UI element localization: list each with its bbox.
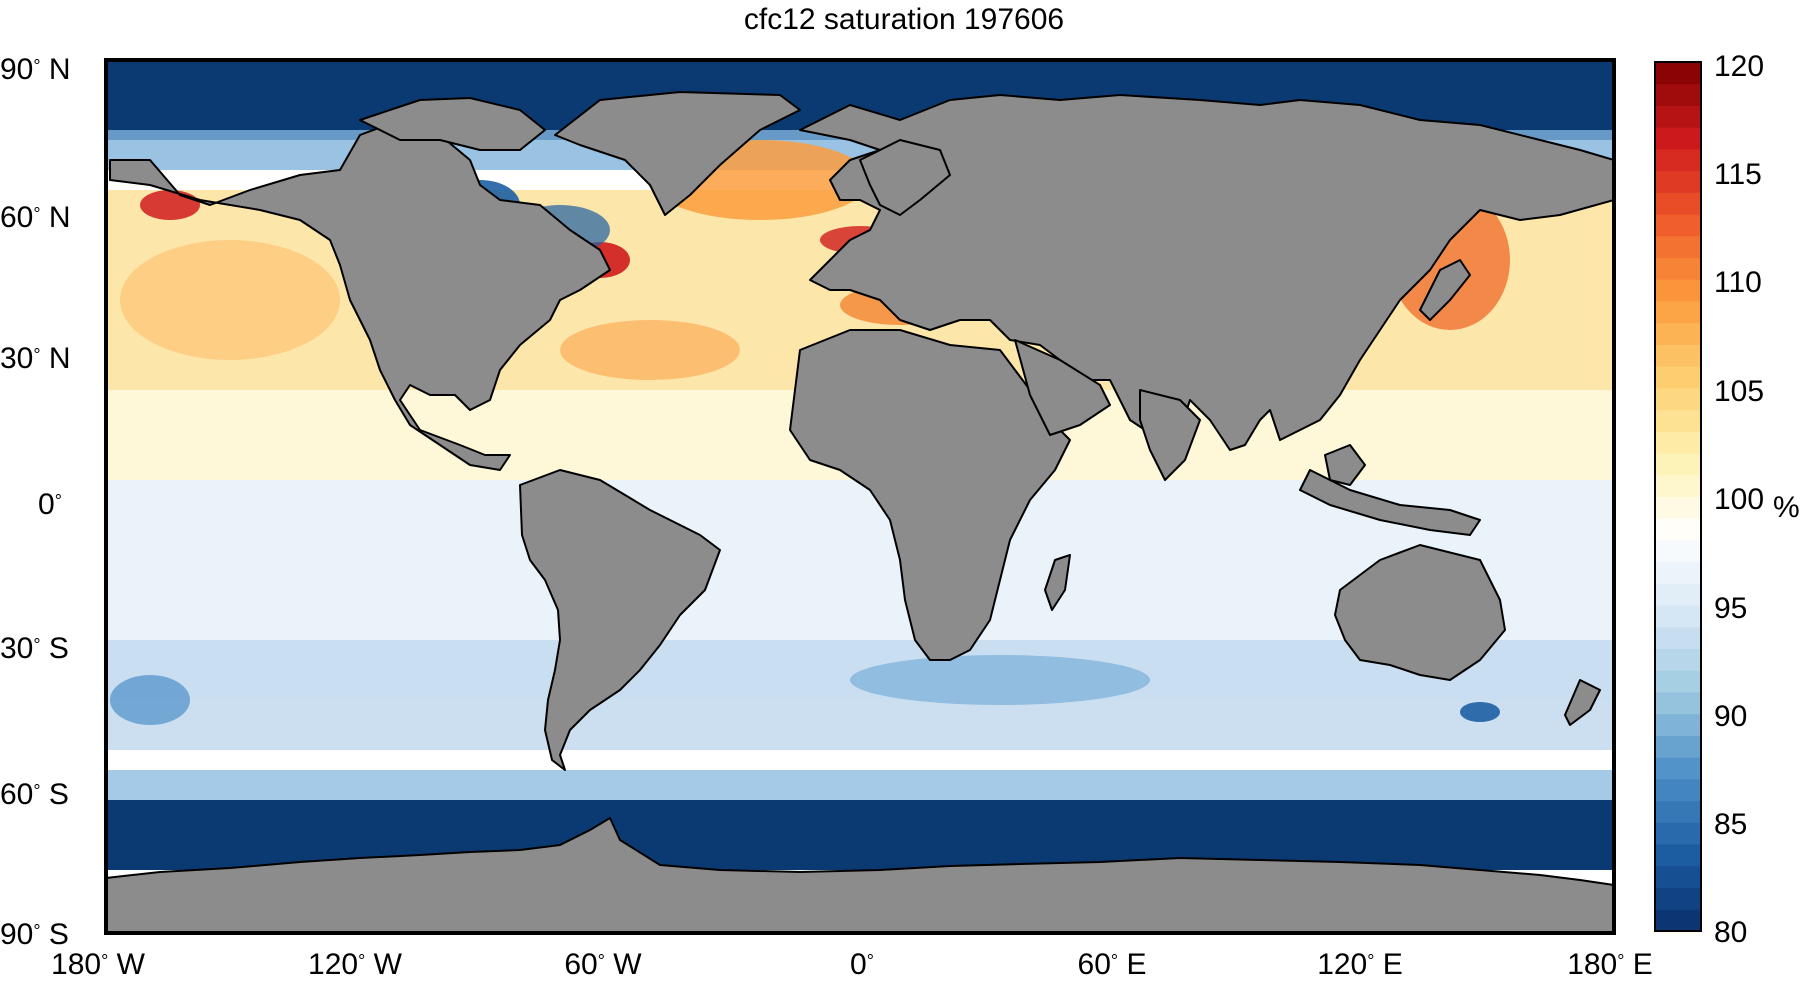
colorbar-segment	[1655, 344, 1701, 367]
colorbar-segment	[1655, 148, 1701, 172]
greenland-land	[554, 91, 801, 216]
colorbar-segment	[1655, 865, 1701, 889]
colorbar-segment	[1655, 670, 1701, 693]
new-zealand-land	[1564, 679, 1601, 726]
colorbar-segment	[1655, 800, 1701, 823]
lon-label-120w: 120° W	[308, 948, 402, 981]
lon-label-60w: 60° W	[564, 948, 642, 981]
colorbar-segment	[1655, 192, 1701, 215]
colorbar-segment	[1655, 300, 1701, 324]
lon-label-180e: 180° E	[1567, 948, 1653, 981]
colorbar-segment	[1655, 127, 1701, 150]
japan-land	[1419, 259, 1471, 321]
colorbar-segment	[1655, 561, 1701, 584]
indonesia-land	[1299, 469, 1481, 536]
colorbar-segment	[1655, 605, 1701, 628]
colorbar-tick-110: 110	[1714, 266, 1762, 299]
colorbar-segment	[1655, 496, 1701, 519]
colorbar-segment	[1655, 62, 1701, 85]
scandinavia-land	[859, 139, 951, 216]
arabia-land	[1014, 339, 1111, 436]
colorbar	[1655, 62, 1701, 932]
colorbar-segment	[1655, 887, 1701, 910]
lat-label-60s: 60° S	[0, 778, 69, 811]
colorbar-segment	[1655, 279, 1701, 302]
antarctica-land	[106, 817, 1614, 933]
colorbar-segment	[1655, 83, 1701, 106]
colorbar-segment	[1655, 692, 1701, 715]
colorbar-tick-115: 115	[1714, 158, 1762, 191]
lon-label-180w: 180° W	[51, 948, 145, 981]
map-title: cfc12 saturation 197606	[743, 3, 1065, 36]
colorbar-segment	[1655, 713, 1701, 736]
colorbar-segment	[1655, 518, 1701, 541]
colorbar-frame	[1654, 61, 1702, 932]
colorbar-segment	[1655, 453, 1701, 476]
colorbar-tick-95: 95	[1714, 592, 1748, 625]
lat-label-30s: 30° S	[0, 632, 69, 665]
lat-label-30n: 30° N	[0, 342, 71, 375]
lon-label-0: 0°	[850, 948, 874, 981]
colorbar-segment	[1655, 322, 1701, 345]
subtropical-atlantic-patch	[560, 320, 740, 380]
africa-land	[789, 329, 1071, 661]
south-america-land	[519, 469, 721, 771]
colorbar-tick-85: 85	[1714, 808, 1748, 841]
colorbar-segment	[1655, 757, 1701, 780]
lon-label-120e: 120° E	[1317, 948, 1403, 981]
lat-label-90s: 90° S	[0, 918, 69, 951]
south-pacific-blue-patch	[110, 675, 190, 725]
colorbar-segment	[1655, 539, 1701, 563]
colorbar-segment	[1655, 648, 1701, 671]
colorbar-tick-100: 100	[1714, 483, 1765, 516]
colorbar-tick-120: 120	[1714, 50, 1765, 83]
colorbar-segment	[1655, 474, 1701, 497]
colorbar-tick-90: 90	[1714, 700, 1748, 733]
colorbar-segment	[1655, 778, 1701, 802]
madagascar-land	[1044, 554, 1071, 611]
north-pacific-patch	[120, 240, 340, 360]
colorbar-segment	[1655, 822, 1701, 845]
bering-sea-patch	[140, 190, 200, 220]
lat-label-90n: 90° N	[0, 53, 71, 86]
colorbar-segment	[1655, 409, 1701, 432]
colorbar-segment	[1655, 431, 1701, 454]
india-land	[1139, 389, 1201, 481]
lon-label-60e: 60° E	[1077, 948, 1147, 981]
europe-asia-land	[799, 94, 1614, 451]
colorbar-segment	[1655, 735, 1701, 758]
colorbar-segment	[1655, 844, 1701, 867]
colorbar-segment	[1655, 583, 1701, 606]
colorbar-segment	[1655, 366, 1701, 389]
colorbar-segment	[1655, 105, 1701, 128]
south-atlantic-front-patch	[850, 655, 1150, 705]
colorbar-segment	[1655, 387, 1701, 411]
lat-label-60n: 60° N	[0, 201, 71, 234]
map-frame	[104, 58, 1616, 935]
tasman-patch	[1460, 702, 1500, 722]
continents	[106, 91, 1614, 933]
australia-land	[1334, 544, 1506, 681]
colorbar-tick-80: 80	[1714, 916, 1748, 949]
colorbar-unit: %	[1773, 491, 1800, 524]
colorbar-segment	[1655, 170, 1701, 193]
colorbar-segment	[1655, 626, 1701, 650]
borneo-land	[1324, 444, 1366, 486]
colorbar-segment	[1655, 909, 1701, 932]
colorbar-segment	[1655, 257, 1701, 280]
lat-label-equator: 0°	[38, 488, 62, 521]
colorbar-segment	[1655, 214, 1701, 237]
colorbar-tick-105: 105	[1714, 375, 1765, 408]
map-plot-area	[106, 60, 1614, 933]
canadian-archipelago-land	[359, 97, 546, 151]
colorbar-segment	[1655, 235, 1701, 259]
